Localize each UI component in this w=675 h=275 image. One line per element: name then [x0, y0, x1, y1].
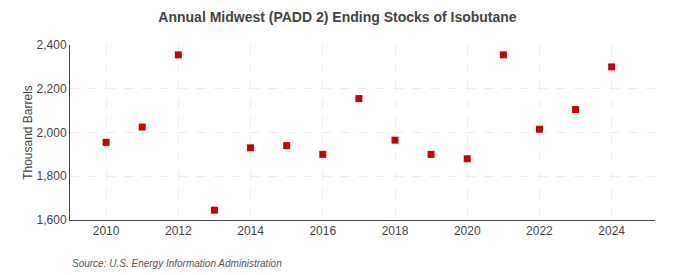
svg-text:2024: 2024 [598, 224, 625, 238]
svg-text:1,800: 1,800 [37, 169, 67, 183]
svg-text:2018: 2018 [382, 224, 409, 238]
svg-text:Thousand Barrels: Thousand Barrels [21, 85, 35, 180]
svg-text:2,200: 2,200 [37, 82, 67, 96]
svg-text:2014: 2014 [237, 224, 264, 238]
svg-text:Source: U.S. Energy Informatio: Source: U.S. Energy Information Administ… [72, 258, 282, 269]
svg-text:2,400: 2,400 [37, 38, 67, 52]
svg-text:2012: 2012 [165, 224, 192, 238]
svg-text:2022: 2022 [526, 224, 553, 238]
svg-text:2,000: 2,000 [37, 126, 67, 140]
svg-text:2020: 2020 [454, 224, 481, 238]
svg-text:2010: 2010 [93, 224, 120, 238]
svg-text:2016: 2016 [309, 224, 336, 238]
svg-text:1,600: 1,600 [37, 213, 67, 227]
svg-text:Annual Midwest (PADD 2) Ending: Annual Midwest (PADD 2) Ending Stocks of… [158, 9, 517, 25]
